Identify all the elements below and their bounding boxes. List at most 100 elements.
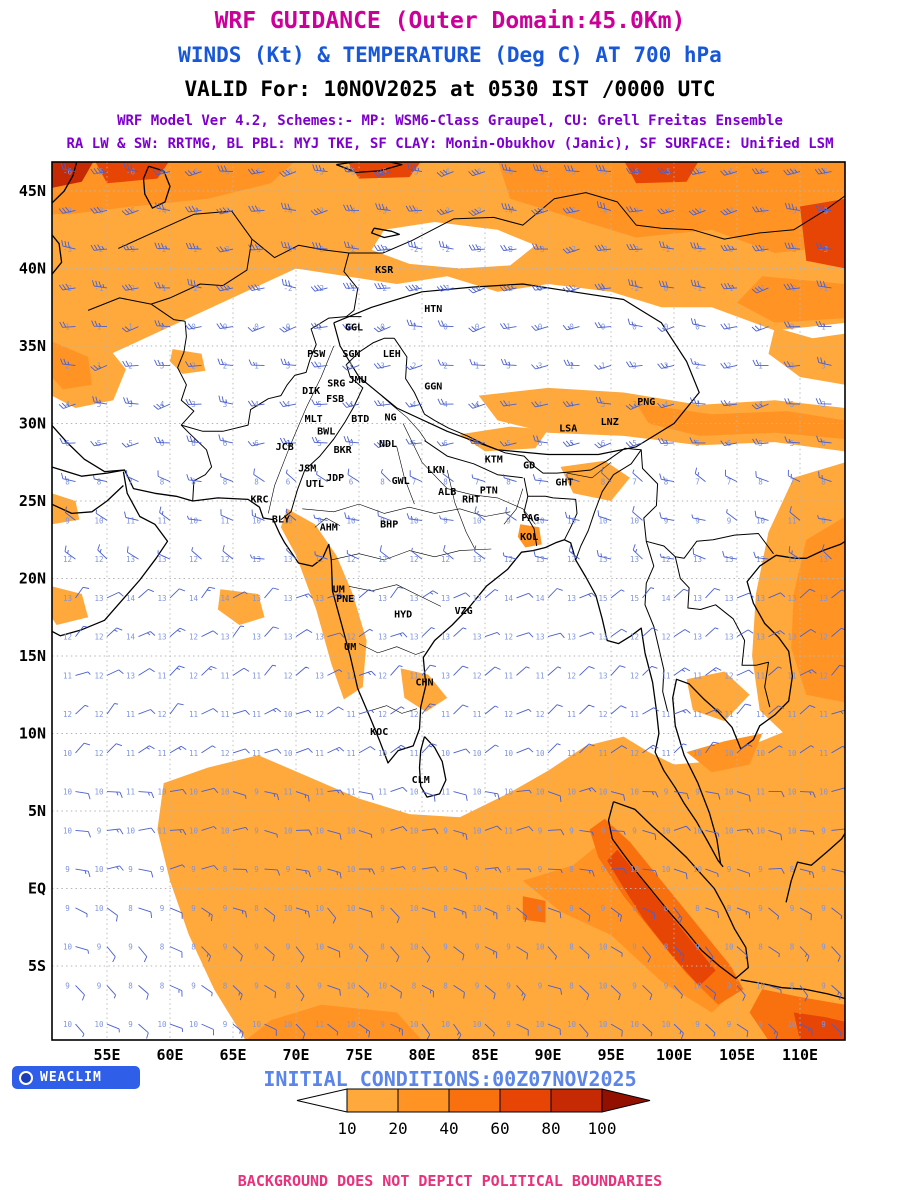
temperature-value: 4 bbox=[538, 400, 543, 409]
temperature-value: 11 bbox=[252, 749, 261, 758]
temperature-value: 3 bbox=[128, 400, 133, 409]
temperature-value: 12 bbox=[535, 710, 544, 719]
temperature-value: 9 bbox=[380, 865, 385, 874]
temperature-value: 9 bbox=[317, 981, 322, 990]
temperature-value: 13 bbox=[724, 633, 733, 642]
colorbar-label: 10 bbox=[337, 1119, 356, 1138]
colorbar-segment bbox=[397, 1088, 450, 1113]
station-label: PAG bbox=[521, 513, 539, 524]
temperature-value: 10 bbox=[693, 865, 703, 874]
temperature-value: 1 bbox=[601, 361, 606, 370]
temperature-value: 5 bbox=[317, 439, 322, 448]
country-border bbox=[523, 477, 538, 547]
temperature-value: 10 bbox=[409, 943, 419, 952]
country-border bbox=[674, 556, 771, 708]
temperature-value: 9 bbox=[128, 943, 133, 952]
temperature-value: 8 bbox=[223, 981, 228, 990]
temperature-value: -3 bbox=[63, 206, 72, 215]
temperature-value: 10 bbox=[252, 516, 262, 525]
temperature-value: 9 bbox=[380, 826, 385, 835]
temperature-value: 4 bbox=[569, 400, 574, 409]
wind-speed-shading bbox=[280, 508, 367, 700]
temperature-value: 8 bbox=[97, 478, 102, 487]
temperature-value: 9 bbox=[443, 516, 448, 525]
temperature-value: 11 bbox=[252, 671, 261, 680]
temperature-value: 3 bbox=[160, 361, 165, 370]
temperature-value: 10 bbox=[472, 788, 482, 797]
temperature-value: 9 bbox=[538, 826, 543, 835]
temperature-value: 13 bbox=[220, 633, 229, 642]
station-label: NG bbox=[384, 412, 396, 423]
temperature-value: 1 bbox=[506, 323, 511, 332]
temperature-value: -2 bbox=[504, 284, 513, 293]
temperature-value: 8 bbox=[790, 981, 795, 990]
temperature-value: 8 bbox=[160, 981, 165, 990]
state-border bbox=[331, 548, 492, 561]
temperature-value: 9 bbox=[695, 1020, 700, 1029]
temperature-value: -3 bbox=[787, 245, 796, 254]
temperature-value: 12 bbox=[220, 555, 229, 564]
temperature-value: 10 bbox=[378, 981, 388, 990]
station-label: KRC bbox=[250, 495, 268, 506]
temperature-value: 13 bbox=[63, 594, 72, 603]
temperature-value: 9 bbox=[317, 865, 322, 874]
temperature-value: 10 bbox=[346, 826, 356, 835]
temperature-value: 0 bbox=[664, 284, 669, 293]
temperature-value: 8 bbox=[380, 478, 385, 487]
temperature-value: 13 bbox=[598, 671, 607, 680]
temperature-value: 12 bbox=[94, 555, 103, 564]
x-axis-label: 60E bbox=[156, 1046, 183, 1064]
temperature-value: 12 bbox=[661, 633, 670, 642]
temperature-value: 13 bbox=[756, 633, 765, 642]
wind-speed-shading bbox=[800, 198, 845, 269]
station-label: GGL bbox=[345, 323, 363, 334]
state-border bbox=[446, 469, 476, 550]
temperature-value: 13 bbox=[472, 633, 481, 642]
y-axis-label: 10N bbox=[19, 725, 46, 743]
temperature-value: 9 bbox=[601, 865, 606, 874]
temperature-value: 1 bbox=[160, 323, 165, 332]
station-label: UM bbox=[333, 585, 345, 596]
temperature-value: 10 bbox=[472, 904, 482, 913]
station-label: JMU bbox=[349, 375, 367, 386]
temperature-value: 12 bbox=[724, 671, 733, 680]
station-label: SRG bbox=[327, 378, 345, 389]
temperature-value: 8 bbox=[695, 904, 700, 913]
temperature-value: 11 bbox=[126, 788, 135, 797]
temperature-value: 9 bbox=[695, 788, 700, 797]
coastline bbox=[336, 162, 403, 174]
temperature-value: 10 bbox=[283, 516, 293, 525]
temperature-value: 10 bbox=[787, 826, 797, 835]
temperature-value: -2 bbox=[346, 245, 355, 254]
temperature-value: 3 bbox=[821, 361, 826, 370]
model-config-line-1: WRF Model Ver 4.2, Schemes:- MP: WSM6-Cl… bbox=[117, 113, 783, 129]
temperature-value: 9 bbox=[317, 516, 322, 525]
coastline bbox=[52, 233, 63, 276]
temperature-value: 10 bbox=[409, 826, 419, 835]
temperature-value: 10 bbox=[283, 749, 293, 758]
y-axis-label: 5N bbox=[28, 802, 46, 820]
temperature-value: 10 bbox=[472, 1020, 482, 1029]
temperature-value: 1 bbox=[758, 323, 763, 332]
temperature-value: 6 bbox=[254, 439, 259, 448]
x-axis-label: 90E bbox=[534, 1046, 561, 1064]
temperature-value: 1 bbox=[758, 361, 763, 370]
temperature-value: 11 bbox=[220, 710, 229, 719]
temperature-value: -2 bbox=[441, 245, 450, 254]
temperature-value: 5 bbox=[790, 439, 795, 448]
temperature-value: -3 bbox=[693, 245, 702, 254]
temperature-value: 1 bbox=[821, 323, 826, 332]
country-border bbox=[343, 252, 359, 317]
temperature-value: 8 bbox=[727, 904, 732, 913]
station-label: VZG bbox=[455, 606, 473, 617]
temperature-value: 2 bbox=[65, 361, 70, 370]
temperature-value: 9 bbox=[632, 826, 637, 835]
temperature-value: 11 bbox=[504, 671, 513, 680]
temperature-value: 11 bbox=[567, 710, 576, 719]
temperature-value: 1 bbox=[569, 361, 574, 370]
temperature-value: 10 bbox=[252, 1020, 262, 1029]
temperature-value: 4 bbox=[412, 400, 417, 409]
colorbar-label: 20 bbox=[388, 1119, 407, 1138]
temperature-value: 11 bbox=[787, 516, 796, 525]
